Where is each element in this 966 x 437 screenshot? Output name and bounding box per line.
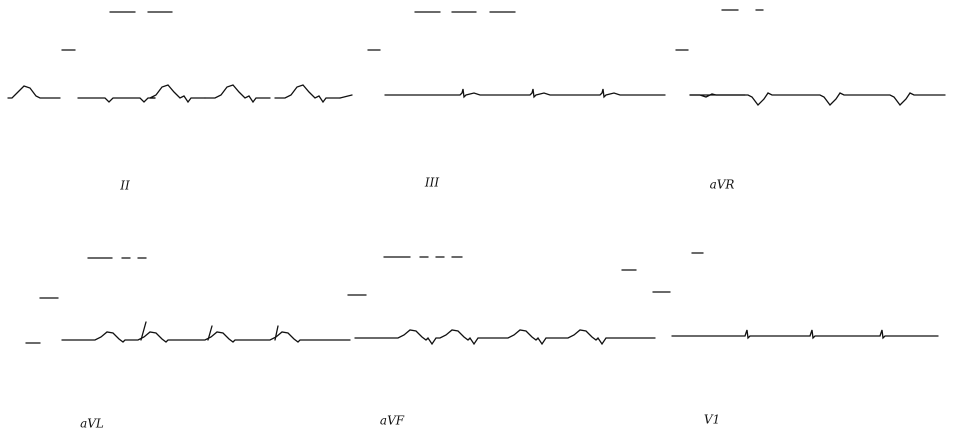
lead-label: aVR <box>710 178 735 192</box>
lead-label: III <box>424 176 439 190</box>
paper <box>0 0 966 437</box>
lead-label: aVF <box>380 414 405 428</box>
lead-label: V1 <box>704 413 720 427</box>
ecg-sheet: II III aVR aVL aVF V1 <box>0 0 966 437</box>
lead-label: II <box>119 179 130 193</box>
lead-label: aVL <box>80 417 104 431</box>
page: II III aVR aVL aVF V1 (() => { const dat… <box>0 0 966 437</box>
